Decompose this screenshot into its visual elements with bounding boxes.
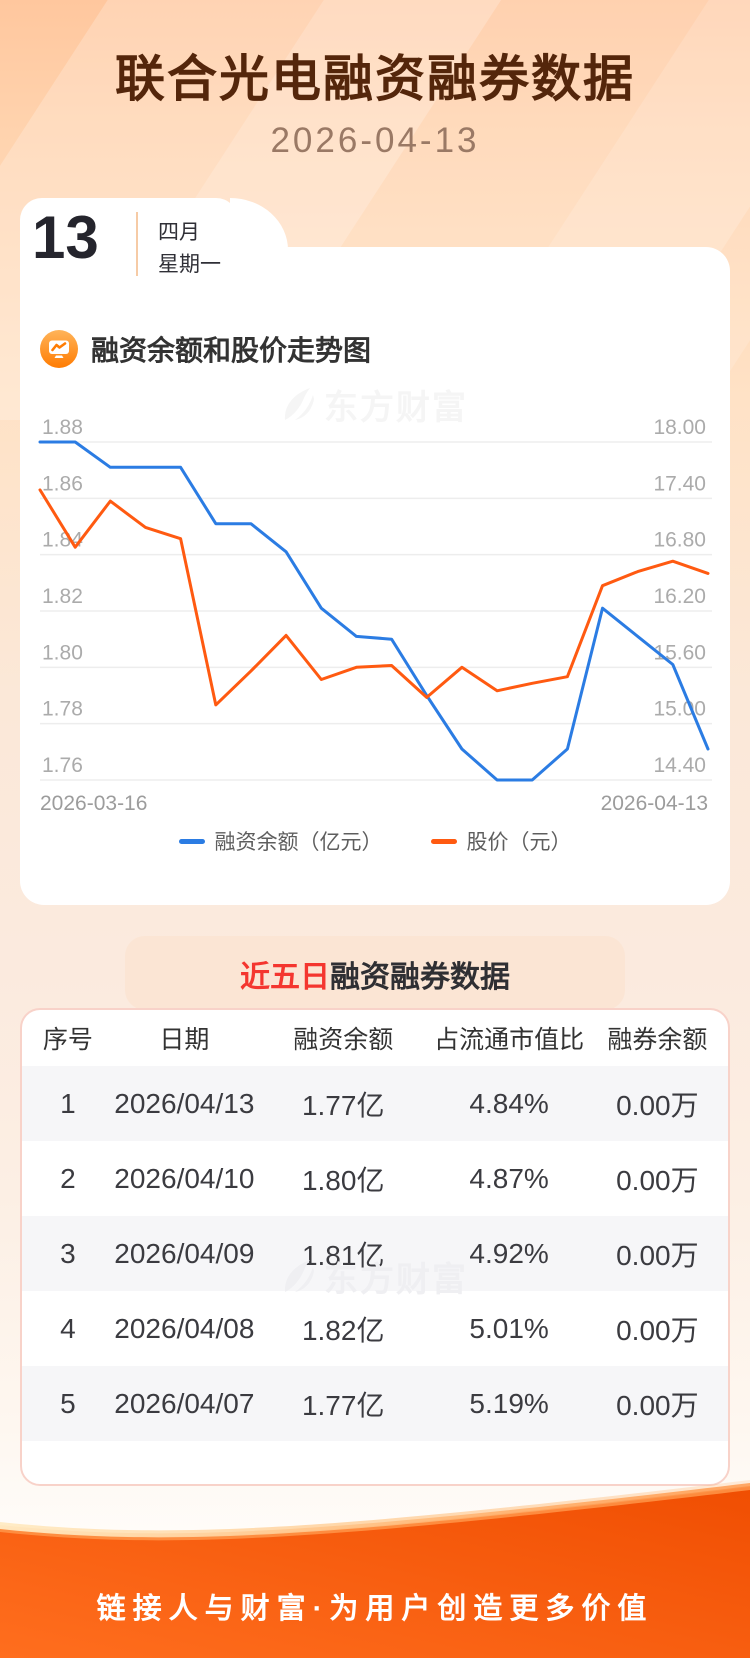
watermark-text: 东方财富 xyxy=(324,1261,468,1299)
calendar-weekday: 星期一 xyxy=(158,253,221,276)
table-cell: 5.19% xyxy=(469,1387,549,1419)
brand-watermark: 东方财富 xyxy=(280,1252,468,1301)
table-header-row: 序号 日期 融资余额 占流通市值比 融券余额 xyxy=(22,1010,728,1066)
page-title: 联合光电融资融券数据 xyxy=(115,51,635,107)
table-cell: 1.81亿 xyxy=(301,1239,385,1271)
table-cell: 4.84% xyxy=(469,1087,549,1119)
table-cell: 0.00万 xyxy=(616,1164,699,1196)
table-section-badge: 近五日融资融券数据 xyxy=(125,936,625,1010)
legend-item-stock-price: 股价（元） xyxy=(430,826,572,856)
x-axis-end-label: 2026-04-13 xyxy=(600,792,708,815)
table-row: 4 2026/04/08 1.82亿 5.01% 0.00万 xyxy=(22,1291,728,1366)
table-cell: 3 xyxy=(60,1237,76,1269)
calendar-badge xyxy=(20,198,238,256)
table-cell: 0.00万 xyxy=(616,1314,699,1346)
table-header-cell: 融资余额 xyxy=(293,1026,394,1054)
table-cell: 2026/04/13 xyxy=(114,1087,255,1119)
table-cell: 1.77亿 xyxy=(301,1089,385,1121)
table-cell: 1 xyxy=(60,1087,76,1119)
watermark-text: 东方财富 xyxy=(324,389,468,427)
footer-slogan: 链接人与财富·为用户创造更多价值 xyxy=(96,1593,654,1625)
legend-label-price: 股价（元） xyxy=(466,831,572,854)
table-cell: 0.00万 xyxy=(616,1089,699,1121)
table-section-title: 近五日融资融券数据 xyxy=(240,952,510,996)
table-cell: 1.80亿 xyxy=(301,1164,385,1196)
table-cell: 1.82亿 xyxy=(301,1314,385,1346)
table-header-cell: 占流通市值比 xyxy=(434,1026,585,1054)
calendar-divider xyxy=(136,212,138,276)
table-cell: 2026/04/10 xyxy=(114,1162,255,1194)
table-cell: 4.92% xyxy=(469,1237,549,1269)
table-cell: 2026/04/07 xyxy=(114,1387,255,1419)
table-header-cell: 序号 xyxy=(42,1026,93,1054)
table-row: 3 2026/04/09 1.81亿 4.92% 0.00万 xyxy=(22,1216,728,1291)
calendar-month: 四月 xyxy=(158,221,200,244)
table-title-highlight: 近五日 xyxy=(240,961,330,994)
table-cell: 4.87% xyxy=(469,1162,549,1194)
chart-section-title: 融资余额和股价走势图 xyxy=(91,335,372,366)
table-cell: 2026/04/08 xyxy=(114,1312,255,1344)
calendar-day: 13 xyxy=(32,204,99,271)
chart-monitor-icon xyxy=(40,330,78,368)
chart-legend: 融资余额（亿元） 股价（元） xyxy=(0,826,750,856)
x-axis-start-label: 2026-03-16 xyxy=(40,792,148,815)
table-row: 1 2026/04/13 1.77亿 4.84% 0.00万 xyxy=(22,1066,728,1141)
table-header-cell: 日期 xyxy=(159,1026,210,1054)
eastmoney-logo-icon xyxy=(284,1259,314,1292)
table-cell: 1.77亿 xyxy=(301,1389,385,1421)
legend-marker-margin xyxy=(178,838,205,844)
chart-section-header: 融资余额和股价走势图 xyxy=(40,329,371,369)
table-header-cell: 融券余额 xyxy=(607,1026,708,1054)
legend-item-margin-balance: 融资余额（亿元） xyxy=(178,826,383,856)
eastmoney-logo-icon xyxy=(284,387,314,420)
margin-data-table: 东方财富 序号 日期 融资余额 占流通市值比 融券余额 1 2026/04/13 1.77亿… xyxy=(20,1008,730,1486)
table-row: 5 2026/04/07 1.77亿 5.19% 0.00万 xyxy=(22,1366,728,1441)
table-cell: 5 xyxy=(60,1387,76,1419)
table-title-rest: 融资融券数据 xyxy=(330,961,510,994)
table-cell: 0.00万 xyxy=(616,1389,699,1421)
table-cell: 5.01% xyxy=(469,1312,549,1344)
brand-watermark: 东方财富 xyxy=(280,380,468,429)
table-cell: 2 xyxy=(60,1162,76,1194)
table-row: 2 2026/04/10 1.80亿 4.87% 0.00万 xyxy=(22,1141,728,1216)
table-body: 1 2026/04/13 1.77亿 4.84% 0.00万 2 2026/04/10 1.8… xyxy=(22,1066,728,1441)
legend-label-margin: 融资余额（亿元） xyxy=(214,831,383,854)
table-cell: 2026/04/09 xyxy=(114,1237,255,1269)
table-cell: 4 xyxy=(60,1312,76,1344)
page-date: 2026-04-13 xyxy=(270,121,480,160)
legend-marker-price xyxy=(430,838,457,844)
footer-wave xyxy=(0,1480,750,1658)
table-cell: 0.00万 xyxy=(616,1239,699,1271)
